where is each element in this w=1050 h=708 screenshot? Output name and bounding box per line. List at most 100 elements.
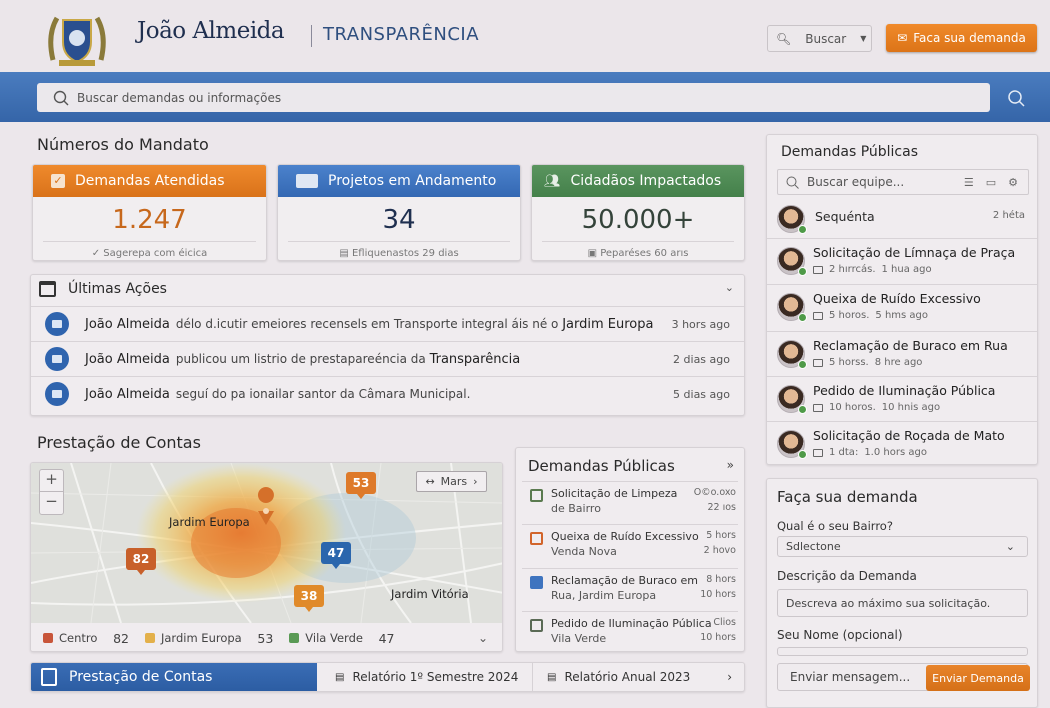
legend-item: Jardim Europa 53 <box>144 631 273 646</box>
search-placeholder: Buscar equipe... <box>807 175 905 189</box>
list-item[interactable]: Reclamação de Buraco em Rua 5 horss. 8 hre… <box>767 331 1037 377</box>
chevron-down-icon[interactable]: ⌄ <box>477 631 488 645</box>
layer-button[interactable]: ↔ Mars › <box>416 471 487 492</box>
search-placeholder: Buscar demandas ou informações <box>77 90 282 105</box>
report-icon <box>41 668 57 686</box>
search-input[interactable]: Buscar demandas ou informações <box>37 83 990 112</box>
action-place: Jardim Europa <box>562 316 654 332</box>
list-item[interactable]: João Almeida délo d.icutir emeiores recen… <box>31 306 744 341</box>
mandato-title: Números do Mandato <box>37 135 209 154</box>
envelope-icon: ✉ <box>897 31 908 45</box>
list-item[interactable]: Solicitação de Roçada de Mato 1 dta: 1.0 h… <box>767 421 1037 467</box>
message-placeholder: Enviar mensagem... <box>790 670 911 684</box>
prestacao-tab[interactable]: Prestação de Contas <box>31 663 317 691</box>
faca-demanda-label: Faca sua demanda <box>913 31 1026 45</box>
list-item[interactable]: Solicitação de Límnaça de Praça 2 hırrcás… <box>767 238 1037 284</box>
map-label: Jardim Vitória <box>391 587 469 601</box>
chevron-down-icon: ⌄ <box>1005 540 1015 553</box>
action-time: 2 dias ago <box>673 352 730 366</box>
card-value: 50.000+ <box>581 205 695 235</box>
name-field[interactable] <box>777 647 1028 656</box>
filter-icon[interactable]: ☰ <box>963 175 974 189</box>
list-item[interactable]: João Almeida seguí do pa ionailar santor … <box>31 376 744 411</box>
avatar <box>777 247 807 276</box>
list-item[interactable]: Queixa de Ruído Excessivo Venda Nova 5 hor… <box>522 524 738 567</box>
crest-logo <box>48 16 106 66</box>
map[interactable] <box>31 463 503 623</box>
legend-item: Centro 82 <box>43 631 129 646</box>
card-footer: Peparéses 60 arıs <box>600 248 689 259</box>
name-label: Seu Nome (opcional) <box>777 628 903 642</box>
action-time: 5 dias ago <box>673 387 730 401</box>
chevron-down-icon[interactable]: ⌄ <box>724 281 734 294</box>
gear-icon[interactable]: ⚙ <box>1008 175 1018 189</box>
faca-demanda-button[interactable]: ✉ Faca sua demanda <box>886 24 1037 52</box>
enviar-demanda-button[interactable]: Enviar Demanda <box>926 665 1030 691</box>
megaphone-icon <box>45 382 69 406</box>
divider <box>311 25 312 47</box>
route-icon: ↔ <box>425 475 435 488</box>
demandas-mid-title: Demandas Públicas <box>528 457 675 475</box>
prestacao-label: Prestação de Contas <box>69 669 213 685</box>
bottom-bar: Prestação de Contas ▤ Relatório 1º Semest… <box>30 662 745 692</box>
avatar <box>777 430 807 459</box>
square-icon <box>530 619 543 632</box>
buscar-label: Buscar <box>805 31 847 46</box>
demandas-mid-panel: Demandas Públicas » Solicitação de Limpe… <box>515 447 745 652</box>
relatorio-2024-link[interactable]: ▤ Relatório 1º Semestre 2024 <box>317 663 533 691</box>
item-time: 2 héta <box>992 210 1025 221</box>
document-icon <box>45 347 69 371</box>
inbox-icon <box>813 403 823 412</box>
action-text: seguí do pa ionailar santor da Câmara Mu… <box>175 387 471 401</box>
bairro-value: Sdlectone <box>786 540 841 553</box>
map-marker[interactable]: 53 <box>346 472 376 499</box>
acoes-title: Últimas Ações <box>68 281 167 297</box>
form-title: Faça sua demanda <box>777 488 918 506</box>
bairro-select[interactable]: Sdlectone ⌄ <box>777 536 1028 557</box>
zoom-in-button[interactable]: + <box>40 470 63 492</box>
item-name: Sequénta <box>815 209 875 224</box>
card-label: Demandas Atendidas <box>75 173 225 189</box>
brand-subtitle: TRANSPARÊNCIA <box>323 24 480 45</box>
calendar-icon[interactable]: ▭ <box>985 175 997 189</box>
search-submit-button[interactable] <box>994 83 1038 112</box>
link-label: Relatório 1º Semestre 2024 <box>352 670 519 684</box>
double-chevron-right-icon[interactable]: » <box>726 458 734 472</box>
list-item[interactable]: Queixa de Ruído Excessivo 5 horos. 5 hms a… <box>767 284 1037 330</box>
list-item[interactable]: João Almeida publicou um listrio de prest… <box>31 341 744 376</box>
list-item[interactable]: Sequénta 2 héta <box>767 199 1037 239</box>
inbox-icon <box>813 448 823 457</box>
map-marker[interactable]: 47 <box>321 542 351 569</box>
card-value: 34 <box>382 205 416 235</box>
list-item[interactable]: Solicitação de Limpeza de Bairro O©o.oxo 22… <box>522 481 738 524</box>
item-title: Reclamação de Buraco em Rua <box>813 338 1008 353</box>
buscar-button[interactable]: 🔍︎ Buscar ▼ <box>767 25 872 52</box>
message-icon <box>45 312 69 336</box>
document-icon: ▤ <box>335 671 345 683</box>
document-icon: ▤ <box>547 671 557 683</box>
map-marker[interactable]: 38 <box>294 585 324 612</box>
relatorio-2023-link[interactable]: ▤ Relatório Anual 2023 › <box>533 663 744 691</box>
avatar <box>777 340 807 369</box>
avatar <box>777 293 807 322</box>
note-icon <box>530 532 543 545</box>
card-cidadaos: 👥︎ Cidadãos Impactados 50.000+ ▣ Peparése… <box>531 164 745 261</box>
item-title: Queixa de Ruído Excessivo <box>813 291 981 306</box>
card-projetos: Projetos em Andamento 34 ▤ Efliquenastos… <box>277 164 521 261</box>
team-search-input[interactable]: Buscar equipe... ☰ ▭ ⚙ <box>777 169 1029 195</box>
users-icon: 👥︎ <box>544 173 561 189</box>
list-item[interactable]: Reclamação de Buraco em Rua, Jardim Europ… <box>522 568 738 611</box>
actor-name: João Almeida <box>85 351 170 367</box>
chevron-right-icon: › <box>727 670 732 684</box>
card-demandas-atendidas: ✓ Demandas Atendidas 1.247 ✓ Sagerepa com… <box>32 164 267 261</box>
actor-name: João Almeida <box>85 386 170 402</box>
map-marker[interactable]: 82 <box>126 548 156 575</box>
zoom-out-button[interactable]: − <box>45 492 58 510</box>
description-field[interactable]: Descreva ao máximo sua solicitação. <box>777 589 1028 617</box>
link-label: Relatório Anual 2023 <box>564 670 691 684</box>
card-footer: Sagerepa com éicica <box>103 248 208 259</box>
contas-title: Prestação de Contas <box>37 433 201 452</box>
panel-title: Demandas Públicas <box>781 144 918 160</box>
list-item[interactable]: Pedido de Iluminação Pública 10 horos. 10 … <box>767 376 1037 422</box>
list-item[interactable]: Pedido de Iluminação Pública Vila Verde Cl… <box>522 611 738 654</box>
